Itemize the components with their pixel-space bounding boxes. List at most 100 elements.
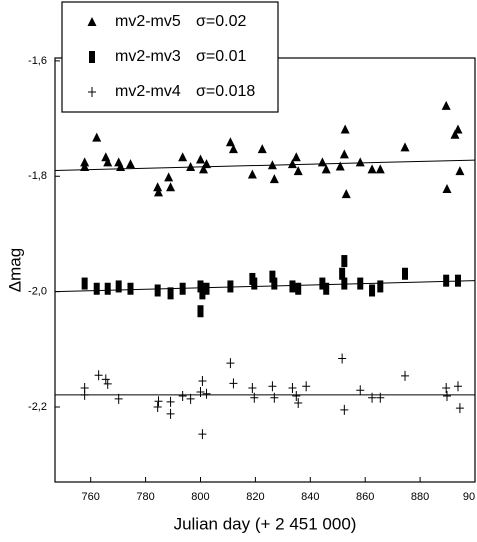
legend: mv2-mv5 σ=0.02 mv2-mv3 σ=0.01 mv2-mv4 σ=0.018 xyxy=(61,1,279,113)
x-axis-title: Julian day (+ 2 451 000) xyxy=(174,514,357,533)
triangle-point xyxy=(80,162,90,172)
x-tick-label: 780 xyxy=(136,491,154,503)
square-point xyxy=(199,287,206,300)
plus-point xyxy=(268,381,277,392)
square-point xyxy=(357,277,364,290)
triangle-point xyxy=(335,161,345,171)
y-tick-label: -2,0 xyxy=(28,286,47,298)
plus-point xyxy=(294,397,303,408)
square-point xyxy=(251,277,258,290)
legend-box xyxy=(61,1,279,113)
square-point xyxy=(369,284,376,297)
plus-point xyxy=(198,429,207,440)
triangle-point xyxy=(164,172,174,182)
triangle-point xyxy=(103,157,113,167)
square-point xyxy=(127,282,134,295)
legend-label: mv2-mv5 xyxy=(115,13,181,30)
legend-sigma: σ=0.01 xyxy=(196,48,246,65)
legend-label: mv2-mv4 xyxy=(115,83,181,100)
plot-frame xyxy=(54,57,476,483)
square-point xyxy=(197,305,204,318)
triangle-point xyxy=(455,166,465,176)
square-point xyxy=(319,277,326,290)
triangle-point xyxy=(166,182,176,192)
triangle-point xyxy=(291,152,301,162)
square-point xyxy=(341,277,348,290)
x-tick-label: 800 xyxy=(191,491,209,503)
plus-point xyxy=(166,396,175,407)
square-point xyxy=(402,267,408,280)
plus-point xyxy=(94,370,103,381)
plus-point xyxy=(338,353,347,364)
plus-point xyxy=(302,381,311,392)
triangle-point xyxy=(287,159,297,169)
plus-point xyxy=(356,385,365,396)
triangle-point xyxy=(247,169,257,179)
square-point xyxy=(289,280,296,293)
y-axis-title: Δmag xyxy=(5,248,24,292)
legend-sigma: σ=0.02 xyxy=(196,13,246,30)
triangle-point xyxy=(199,164,209,174)
triangle-point xyxy=(375,164,385,174)
plus-point xyxy=(226,358,235,369)
triangle-point xyxy=(116,162,126,172)
fit-line xyxy=(54,159,476,171)
plus-point xyxy=(248,382,257,393)
plus-point xyxy=(292,391,301,402)
triangle-point xyxy=(225,137,235,147)
x-tick-label: 90 xyxy=(463,491,475,503)
triangle-point xyxy=(186,162,196,172)
y-tick-label: -2,2 xyxy=(28,401,47,413)
square-point xyxy=(341,255,348,268)
triangle-point xyxy=(355,157,365,167)
plus-point xyxy=(198,376,207,387)
x-tick-label: 760 xyxy=(82,491,100,503)
square-point xyxy=(154,284,161,297)
plus-point xyxy=(401,370,409,381)
triangle-point xyxy=(257,144,267,154)
x-tick-label: 820 xyxy=(246,491,264,503)
triangle-point xyxy=(293,166,303,176)
x-tick-label: 840 xyxy=(301,491,319,503)
plus-point xyxy=(455,403,464,414)
plus-point xyxy=(453,381,462,392)
plus-point xyxy=(202,388,211,399)
plus-point xyxy=(114,393,123,404)
triangle-point xyxy=(367,164,377,174)
triangle-point xyxy=(80,157,90,167)
plus-point xyxy=(270,392,279,403)
triangle-point xyxy=(269,174,279,184)
triangle-point xyxy=(92,132,102,142)
plus-point xyxy=(166,408,175,419)
triangle-point xyxy=(340,124,350,134)
plus-point xyxy=(288,382,297,393)
square-point xyxy=(93,282,100,295)
plus-point xyxy=(340,404,349,415)
fit-line xyxy=(54,280,476,293)
square-point xyxy=(323,282,330,295)
triangle-point xyxy=(178,152,188,162)
legend-sigma: σ=0.018 xyxy=(196,83,255,100)
plus-point xyxy=(368,392,377,403)
plus-point xyxy=(103,378,112,389)
plus-point xyxy=(250,392,259,403)
square-point xyxy=(377,280,384,293)
plus-point xyxy=(80,389,89,400)
square-point xyxy=(197,280,204,293)
triangle-point xyxy=(153,187,163,197)
x-tick-label: 860 xyxy=(356,491,374,503)
square-point xyxy=(115,280,122,293)
square-point xyxy=(179,282,186,295)
triangle-point xyxy=(267,160,277,170)
triangle-point xyxy=(442,183,452,193)
square-point xyxy=(227,280,234,293)
plus-point xyxy=(443,391,451,402)
triangle-point xyxy=(195,154,205,164)
plus-point xyxy=(153,402,162,413)
plus-point xyxy=(101,374,110,385)
square-point xyxy=(104,282,111,295)
square-point xyxy=(167,287,174,300)
triangle-point xyxy=(202,159,212,169)
y-tick-label: -1,8 xyxy=(28,170,47,182)
